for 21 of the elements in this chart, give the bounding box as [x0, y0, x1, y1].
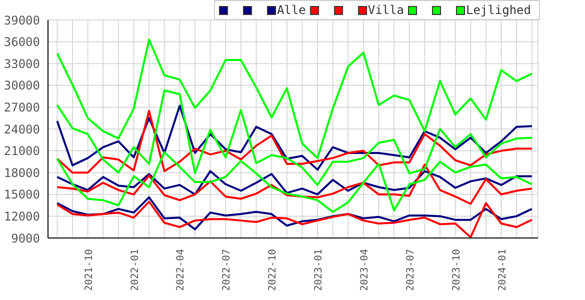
legend-label: Lejlighed [466, 3, 531, 17]
y-tick-label: 33000 [4, 56, 40, 71]
y-tick-label: 15000 [4, 188, 40, 202]
line-series [56, 164, 533, 205]
y-tick-label: 9000 [11, 231, 40, 246]
line-series [56, 38, 533, 160]
y-tick-label: 30000 [4, 78, 40, 93]
line-series [56, 170, 533, 196]
line-series [56, 200, 533, 238]
legend-label: Alle [276, 3, 306, 17]
y-tick-label: 27000 [4, 100, 40, 114]
legend-label: Villa [368, 3, 404, 17]
y-tick-label: 18000 [4, 166, 40, 180]
line-series [56, 89, 533, 186]
line-series [56, 196, 533, 230]
line-series [56, 151, 533, 213]
y-tick-label: 39000 [4, 13, 40, 28]
y-tick-label: 21000 [4, 144, 40, 158]
y-tick-label: 24000 [4, 122, 40, 136]
y-tick-label: 12000 [4, 209, 40, 224]
y-tick-label: 36000 [4, 35, 40, 50]
